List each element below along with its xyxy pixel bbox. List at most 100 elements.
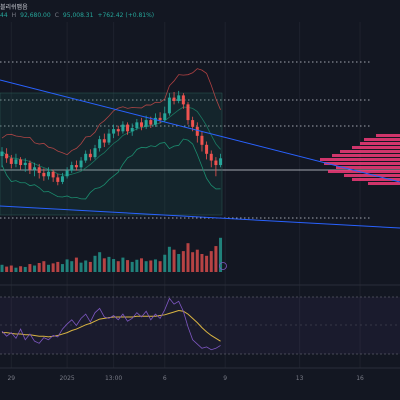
volume-bar: [135, 259, 139, 272]
candle-body: [153, 117, 157, 125]
volume-bar: [191, 252, 195, 272]
ohlc-change: +762.42 (+0.81%): [97, 12, 155, 19]
volume-bar: [172, 249, 176, 272]
volume-bar: [186, 243, 190, 272]
volume-profile: [320, 134, 400, 185]
ohlc-prefix-c: C: [54, 12, 59, 19]
volume-profile-bar: [344, 174, 400, 177]
candle-body: [14, 159, 18, 164]
x-tick-label: 16: [356, 375, 364, 382]
candle-body: [195, 126, 199, 136]
volume-profile-bar: [376, 134, 400, 137]
volume-bar: [153, 259, 157, 272]
bollinger-upper: [1, 68, 221, 156]
candle-body: [140, 122, 143, 127]
volume-profile-bar: [324, 162, 400, 165]
candle-body: [107, 133, 111, 143]
x-tick-label: 13: [296, 375, 304, 382]
volume-bar: [121, 257, 125, 272]
volume-bar: [149, 260, 153, 272]
volume-bar: [219, 237, 223, 272]
volume-profile-bar: [368, 182, 400, 185]
x-tick-label: 9: [223, 375, 227, 382]
candle-body: [93, 148, 97, 158]
volume-bar: [84, 260, 88, 272]
volume-bar: [60, 264, 64, 272]
rsi-line: [1, 297, 221, 351]
candle-body: [88, 153, 92, 158]
volume-profile-bar: [336, 166, 400, 169]
candle-body: [9, 158, 13, 164]
volume-bar: [5, 266, 9, 272]
candle-body: [56, 177, 60, 182]
volume-profile-bar: [340, 150, 400, 153]
volume-bar: [70, 261, 74, 272]
candle-body: [191, 120, 195, 127]
volume-bar: [214, 246, 218, 272]
candle-body: [121, 124, 125, 132]
event-marker-icon[interactable]: [219, 262, 227, 270]
volume-profile-bar: [364, 138, 400, 141]
candle-body: [177, 95, 181, 101]
candle-body: [65, 170, 69, 177]
volume-bar: [98, 252, 102, 272]
candle-body: [172, 97, 176, 101]
volume-profile-bar: [320, 158, 400, 161]
candle-body: [214, 160, 218, 166]
candle-body: [112, 129, 116, 134]
volume-bar: [200, 254, 204, 272]
candle-body: [74, 165, 78, 168]
volume-bar: [88, 261, 92, 272]
volume-bar: [195, 249, 199, 272]
ohlc-value-0: 44: [0, 12, 8, 19]
volume-profile-bar: [328, 170, 400, 173]
trendlines: [0, 79, 400, 229]
ohlc-prefix-h: H: [11, 12, 17, 19]
candle-body: [98, 139, 102, 149]
candle-body: [205, 144, 209, 154]
x-tick-label: 6: [163, 375, 167, 382]
x-tick-label: 29: [7, 375, 15, 382]
candle-body: [130, 127, 134, 132]
candle-body: [149, 120, 153, 125]
volume-bar: [56, 261, 60, 272]
ohlc-values-row: 44 H 92,680.00 C 95,008.31 +762.42 (+0.81%): [0, 12, 158, 19]
volume-bar: [93, 255, 97, 272]
volume-bar: [116, 261, 120, 272]
trendline-lower: [0, 205, 400, 229]
candle-body: [186, 104, 190, 121]
candlestick-series: [0, 90, 223, 186]
volume-profile-bar: [352, 178, 400, 181]
bollinger-lower: [1, 138, 221, 200]
candle-body: [28, 162, 32, 170]
candle-body: [37, 167, 41, 173]
volume-profile-bar: [332, 154, 400, 157]
candle-body: [51, 171, 55, 178]
volume-bar: [126, 260, 130, 272]
candle-body: [102, 139, 106, 143]
trendline-upper: [0, 79, 400, 183]
x-tick-label: 13:00: [105, 375, 122, 382]
volume-bar: [51, 263, 55, 272]
volume-bar: [74, 257, 78, 272]
volume-bar: [107, 256, 111, 272]
volume-bar: [33, 265, 37, 272]
candle-body: [47, 171, 50, 177]
candle-body: [144, 120, 148, 127]
candle-body: [116, 129, 120, 132]
candle-body: [33, 167, 37, 170]
candle-body: [42, 172, 46, 177]
volume-bar: [140, 258, 143, 272]
candle-body: [126, 124, 130, 132]
volume-profile-bar: [360, 142, 400, 145]
volume-bar: [47, 264, 50, 272]
candle-body: [5, 153, 9, 159]
volume-bar: [177, 254, 181, 272]
rsi-pane: [0, 296, 400, 355]
volume-bar: [205, 255, 209, 272]
candle-body: [219, 158, 223, 166]
bollinger-bands: [1, 68, 221, 200]
volume-bar: [163, 254, 167, 272]
